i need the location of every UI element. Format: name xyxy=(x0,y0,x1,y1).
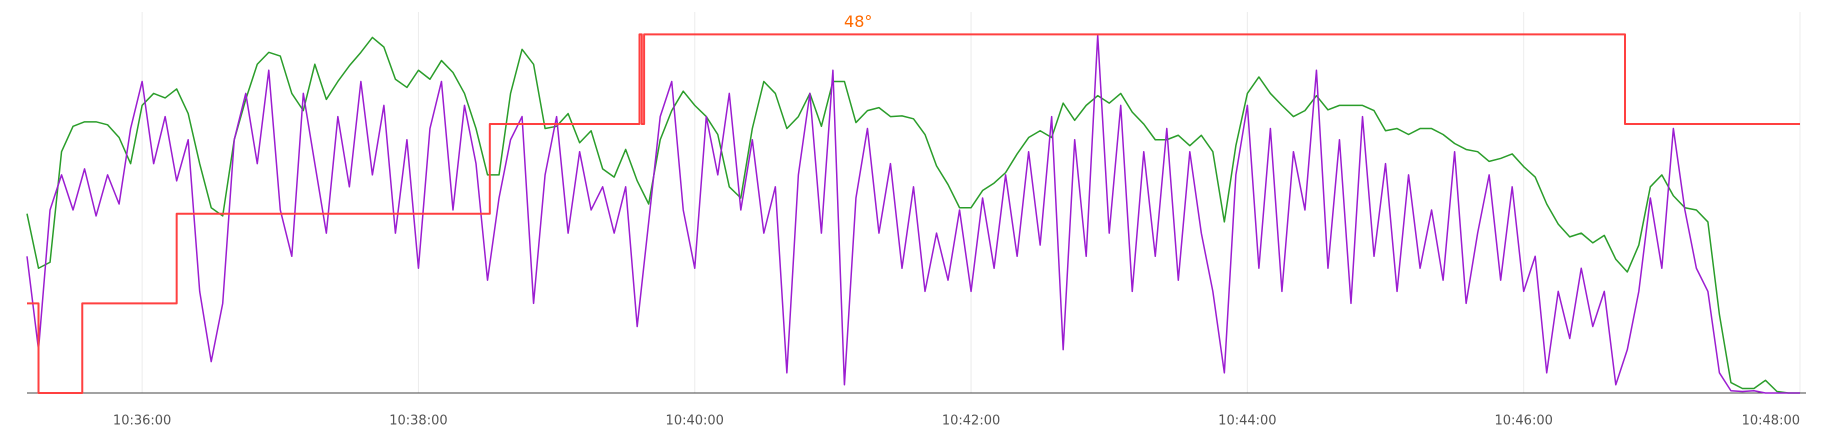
x-tick-label: 10:38:00 xyxy=(389,414,447,429)
x-tick-label: 10:48:00 xyxy=(1742,414,1800,429)
series-line xyxy=(26,36,1800,394)
x-tick-label: 10:44:00 xyxy=(1218,414,1276,429)
x-tick-label: 10:36:00 xyxy=(113,414,171,429)
x-tick-label: 10:40:00 xyxy=(666,414,724,429)
x-tick-label: 10:42:00 xyxy=(942,414,1000,429)
series-line xyxy=(26,34,1800,394)
annotation: 48° xyxy=(844,12,872,31)
x-tick-label: 10:46:00 xyxy=(1494,414,1552,429)
series-line xyxy=(27,33,1800,394)
